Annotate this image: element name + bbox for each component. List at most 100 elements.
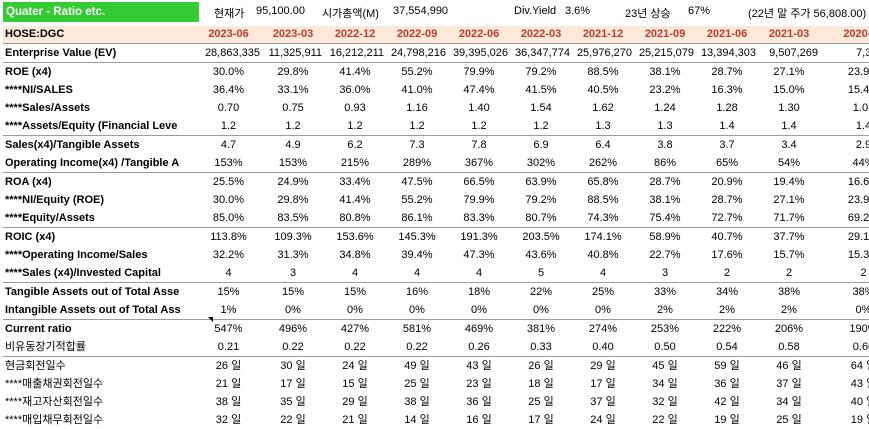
table-cell: 4 (475, 266, 483, 279)
table-cell: 71.7% (773, 211, 805, 224)
table-cell: 47.5% (386, 172, 448, 191)
table-cell: 42 일 (714, 395, 740, 408)
table-cell: 79.2% (525, 193, 557, 206)
table-cell: 381% (510, 319, 572, 338)
table-cell: 21 일 (215, 377, 242, 390)
div-yield-label: Div.Yield (514, 5, 557, 17)
table-cell: 38.1% (634, 62, 696, 81)
table-cell: 1.28 (716, 101, 738, 114)
table-cell: 80.7% (525, 211, 557, 224)
table-cell: 69.2% (847, 211, 869, 224)
table-cell: 21 일 (342, 413, 368, 426)
table-cell: 37 일 (776, 377, 802, 390)
table-cell: 44% (852, 156, 869, 169)
table-cell: 41.4% (324, 62, 386, 81)
table-cell: 4 (351, 266, 359, 279)
table-cell: 4 (225, 266, 232, 279)
table-cell: 17 일 (528, 413, 554, 426)
table-cell: 1.4 (855, 119, 869, 132)
table-cell: 3.4 (758, 135, 820, 154)
table-cell: 145.3% (386, 227, 448, 246)
table-cell: 24.9% (262, 172, 324, 191)
table-cell: 24 일 (590, 413, 616, 426)
table-cell: 547% (195, 319, 262, 338)
table-cell: 1.54 (530, 101, 552, 114)
table-row: ****재고자산회전일수 38 일 35 일 29 일 38 일 36 일 25 일 37 일… (3, 393, 869, 411)
row-label: ROIC (x4) (3, 227, 195, 246)
table-cell: 19 일 (850, 413, 869, 426)
table-cell: 0.58 (778, 340, 800, 353)
table-cell: 43 일 (850, 377, 869, 390)
row-label: ****Equity/Assets (5, 211, 95, 224)
table-cell: 28.7% (634, 172, 696, 191)
table-cell: 17.6% (711, 248, 743, 261)
table-cell: 0% (347, 303, 363, 316)
table-row: Tangible Assets out of Total Asse 15% 15% 1… (3, 282, 869, 301)
table-cell: 23.9% (820, 62, 869, 81)
table-cell: 25,976,270 (572, 43, 634, 63)
table-cell: 29.8% (277, 193, 309, 206)
table-cell: 45 일 (634, 356, 696, 375)
table-cell: 20.9% (696, 172, 758, 191)
table-cell: 19 일 (714, 413, 740, 426)
table-cell: 47.4% (463, 83, 495, 96)
table-cell: 43 일 (448, 356, 510, 375)
table-cell: 15 일 (342, 377, 368, 390)
table-cell: 1.2 (285, 119, 301, 132)
table-cell: 54% (777, 156, 801, 169)
table-cell: 2.9 (820, 135, 869, 154)
table-cell: 41.5% (525, 83, 557, 96)
table-cell: 23 일 (466, 377, 492, 390)
table-cell: 49 일 (386, 356, 448, 375)
table-cell: 30.0% (212, 193, 245, 206)
table-cell: 41.4% (339, 193, 371, 206)
table-cell: 80.8% (339, 211, 371, 224)
table-cell: 0.22 (406, 340, 428, 353)
table-cell: 16% (386, 282, 448, 301)
table-cell: 469% (448, 319, 510, 338)
ratio-table: HOSE:DGC 2023-06 2023-03 2022-12 2022-09 202… (3, 26, 869, 429)
table-cell: 191.3% (448, 227, 510, 246)
table-cell: 1.4 (719, 119, 735, 132)
table-cell: 88.5% (572, 62, 634, 81)
table-cell: 16.3% (711, 83, 743, 96)
table-cell: 0% (533, 303, 549, 316)
table-cell: 34.8% (339, 248, 371, 261)
sheet-title: Quater - Ratio etc. (3, 2, 199, 22)
table-row: ****Assets/Equity (Financial Leve 1.2 1.2 1… (3, 117, 869, 136)
table-cell: 1.16 (406, 101, 428, 114)
table-cell: 64 일 (820, 356, 869, 375)
table-cell: 1.3 (595, 119, 611, 132)
table-cell: 36,347,774 (510, 43, 572, 63)
table-row: Sales(x4)/Tangible Assets 4.7 4.9 6.2 7.3 7.8… (3, 135, 869, 154)
column-header: 2021-09 (634, 26, 696, 44)
table-cell: 25,215,079 (634, 43, 696, 63)
table-cell: 39,395,026 (448, 43, 510, 63)
table-cell: 581% (386, 319, 448, 338)
table-cell: 13,394,303 (696, 43, 758, 63)
table-cell: 1.30 (778, 101, 800, 114)
table-cell: 0.60 (852, 340, 869, 353)
row-label: ****Operating Income/Sales (5, 248, 148, 261)
row-label: Sales(x4)/Tangible Assets (3, 135, 195, 154)
table-cell: 17 일 (590, 377, 616, 390)
table-cell: 9,507,269 (758, 43, 820, 63)
table-row: Enterprise Value (EV) 28,863,335 11,325,91… (3, 43, 869, 63)
table-cell: 28.7% (711, 193, 743, 206)
table-cell: 36.4% (212, 83, 245, 96)
table-cell: 34% (696, 282, 758, 301)
div-yield-value: 3.6% (565, 5, 591, 17)
row-label: 현금회전일수 (3, 356, 195, 375)
table-cell: 28.7% (696, 62, 758, 81)
table-cell: 38.1% (649, 193, 681, 206)
table-cell: 0.22 (282, 340, 304, 353)
row-label: Intangible Assets out of Total Ass (5, 303, 181, 316)
table-cell: 29.8% (262, 62, 324, 81)
table-row: ROIC (x4) 113.8% 109.3% 153.6% 145.3% 191.3% 2… (3, 227, 869, 246)
table-cell: 153% (278, 156, 308, 169)
table-cell: 39.4% (401, 248, 433, 261)
table-cell: 32 일 (652, 395, 678, 408)
table-cell: 0% (595, 303, 611, 316)
table-cell: 24,798,216 (386, 43, 448, 63)
table-cell: 0% (285, 303, 301, 316)
